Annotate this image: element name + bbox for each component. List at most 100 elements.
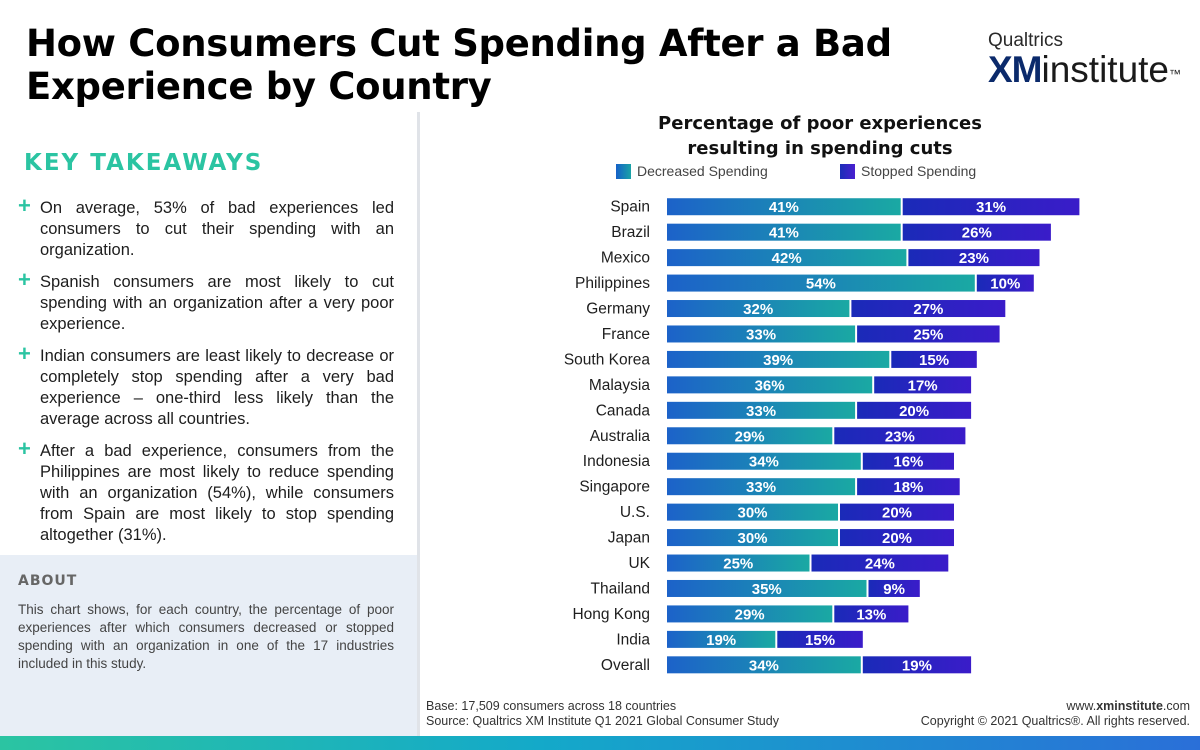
data-label-stopped: 15% <box>805 632 835 649</box>
footer-site-suffix: .com <box>1162 699 1190 713</box>
takeaway-text: After a bad experience, consumers from t… <box>40 442 394 544</box>
category-label: Spain <box>610 199 650 216</box>
category-label: Hong Kong <box>572 606 650 623</box>
bar-stopped <box>857 325 1000 343</box>
legend-label-stopped: Stopped Spending <box>861 163 977 179</box>
data-label-stopped: 13% <box>856 606 886 623</box>
data-label-stopped: 9% <box>883 581 905 598</box>
category-label: Brazil <box>611 224 650 241</box>
bar-stopped <box>834 427 966 445</box>
data-label-decreased: 54% <box>806 276 836 293</box>
data-label-decreased: 35% <box>752 581 782 598</box>
data-label-stopped: 10% <box>990 276 1020 293</box>
data-label-decreased: 30% <box>737 505 767 522</box>
bar-stopped <box>902 198 1080 216</box>
footer-site[interactable]: www.xminstitute.com <box>921 699 1190 714</box>
bottom-accent-bar <box>0 736 1200 750</box>
takeaway-text: Indian consumers are least likely to dec… <box>40 347 394 428</box>
category-label: Canada <box>596 402 651 419</box>
data-label-decreased: 29% <box>735 428 765 445</box>
data-label-stopped: 16% <box>893 454 923 471</box>
page-title: How Consumers Cut Spending After a Bad E… <box>26 22 892 108</box>
brand-xm: XM <box>988 49 1042 90</box>
bar-decreased <box>667 325 856 343</box>
brand-institute: institute <box>1041 49 1170 90</box>
takeaway-item: + Indian consumers are least likely to de… <box>18 341 394 430</box>
bar-decreased <box>667 427 833 445</box>
category-label: Indonesia <box>583 453 651 470</box>
legend-label-decreased: Decreased Spending <box>637 163 768 179</box>
data-label-decreased: 30% <box>737 530 767 547</box>
bar-stopped <box>862 452 954 470</box>
divider <box>417 112 420 736</box>
bar-decreased <box>667 579 867 597</box>
bar-stopped <box>777 630 863 648</box>
data-label-decreased: 33% <box>746 479 776 496</box>
legend-decreased: Decreased Spending <box>616 163 768 179</box>
about-heading: ABOUT <box>18 573 78 589</box>
category-label: Singapore <box>579 479 650 496</box>
data-label-stopped: 31% <box>976 199 1006 216</box>
takeaway-text: On average, 53% of bad experiences led c… <box>40 199 394 259</box>
bar-decreased <box>667 554 810 572</box>
bar-decreased <box>667 350 890 368</box>
bar-stopped <box>874 376 972 394</box>
data-label-stopped: 20% <box>882 505 912 522</box>
bar-stopped <box>868 579 920 597</box>
data-label-stopped: 18% <box>893 479 923 496</box>
footer-notes: Base: 17,509 consumers across 18 countri… <box>426 699 779 729</box>
bar-decreased <box>667 274 975 292</box>
bar-decreased <box>667 401 856 419</box>
bar-stopped <box>862 656 972 674</box>
category-label: Philippines <box>575 275 650 292</box>
plus-icon: + <box>18 267 31 292</box>
bar-decreased <box>667 605 833 623</box>
data-label-decreased: 41% <box>769 225 799 242</box>
footer-site-bold: xminstitute <box>1096 699 1163 713</box>
bar-stopped <box>834 605 909 623</box>
bar-stopped <box>902 223 1051 241</box>
bar-decreased <box>667 478 856 496</box>
takeaway-text: Spanish consumers are most likely to cut… <box>40 273 394 333</box>
data-label-decreased: 25% <box>723 556 753 573</box>
data-label-stopped: 17% <box>908 377 938 394</box>
bar-stopped <box>857 401 972 419</box>
bar-decreased <box>667 300 850 318</box>
plus-icon: + <box>18 341 31 366</box>
takeaway-item: + On average, 53% of bad experiences led … <box>18 195 394 261</box>
category-label: Malaysia <box>589 377 651 394</box>
data-label-stopped: 26% <box>962 225 992 242</box>
bar-stopped <box>840 503 954 521</box>
bar-stopped <box>908 249 1040 267</box>
bar-decreased <box>667 529 838 547</box>
footer-source: Source: Qualtrics XM Institute Q1 2021 G… <box>426 714 779 728</box>
footer-base: Base: 17,509 consumers across 18 countri… <box>426 699 677 713</box>
key-takeaways-heading: KEY TAKEAWAYS <box>24 150 264 176</box>
bar-decreased <box>667 198 901 216</box>
brand-qualtrics: Qualtrics <box>988 30 1063 51</box>
data-label-stopped: 25% <box>913 326 943 343</box>
about-text: This chart shows, for each country, the … <box>18 602 394 671</box>
bar-stopped <box>840 529 954 547</box>
bar-stopped <box>811 554 949 572</box>
category-label: Japan <box>608 530 650 547</box>
bar-decreased <box>667 503 838 521</box>
footer-right: www.xminstitute.com Copyright © 2021 Qua… <box>921 699 1190 729</box>
legend-swatch-stopped <box>840 163 855 179</box>
bar-decreased <box>667 452 861 470</box>
data-label-decreased: 36% <box>755 377 785 394</box>
key-takeaways-list: + On average, 53% of bad experiences led … <box>18 195 394 557</box>
bar-stopped <box>891 350 977 368</box>
data-label-decreased: 29% <box>735 606 765 623</box>
category-label: Australia <box>590 428 651 445</box>
category-label: Overall <box>601 657 650 674</box>
bar-stopped <box>857 478 960 496</box>
takeaway-item: + Spanish consumers are most likely to cu… <box>18 267 394 335</box>
data-label-decreased: 39% <box>763 352 793 369</box>
about-panel: ABOUT This chart shows, for each country… <box>0 555 417 736</box>
brand-xm-institute: XMinstitute™ <box>988 49 1181 90</box>
category-label: Germany <box>586 301 650 318</box>
category-label: U.S. <box>620 504 650 521</box>
data-label-stopped: 19% <box>902 657 932 674</box>
category-label: South Korea <box>564 351 651 368</box>
